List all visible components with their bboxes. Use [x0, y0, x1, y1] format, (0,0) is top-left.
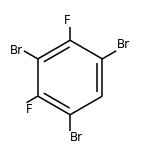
- Text: F: F: [64, 13, 70, 27]
- Text: Br: Br: [117, 38, 130, 51]
- Text: F: F: [26, 103, 33, 116]
- Text: Br: Br: [70, 131, 83, 144]
- Text: Br: Br: [10, 44, 23, 57]
